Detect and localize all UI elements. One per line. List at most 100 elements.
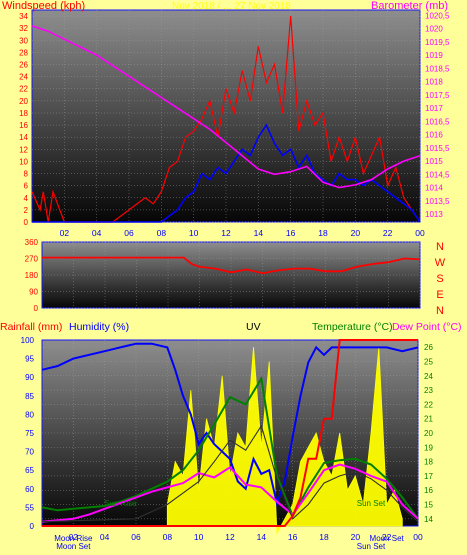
direction-gridlines [42,241,421,309]
series-line-apparent [41,424,419,523]
windspeed-tick-label: 12 [19,145,28,154]
windspeed-tick-label: 18 [19,109,28,118]
windspeed-tick-label: 34 [19,12,28,21]
windspeed-tick-label: 22 [19,85,28,94]
compass-label: N [436,241,444,253]
windspeed-tick-label: 24 [19,73,28,82]
time-tick-label: 08 [157,228,167,238]
page-title: Nov 2018 / ... 27 Nov 2018 [172,1,291,12]
temperature-tick-label: 22 [424,400,433,409]
direction-tick-label: 270 [25,255,39,264]
time-tick-label: 14 [254,228,264,238]
wind-tick-labels: 024681012141618202224262830323410131013,… [19,11,450,238]
time-tick-label: 12 [225,532,235,542]
time-tick-label: 14 [257,532,267,542]
time-tick-label: 02 [60,228,70,238]
windspeed-tick-label: 14 [19,133,28,142]
barometer-tick-label: 1014 [425,184,443,193]
barometer-tick-label: 1013,5 [425,197,450,206]
wind-gridlines [32,10,421,223]
temperature-tick-label: 20 [424,429,433,438]
humidity-tick-label: 80 [25,410,34,419]
time-tick-label: 20 [351,228,361,238]
time-tick-label: 22 [383,228,393,238]
temperature-tick-label: 26 [424,343,433,352]
series-line-humidity [41,342,419,508]
time-tick-label: 20 [351,532,361,542]
series-line-dew-point [41,463,419,523]
barometer-tick-label: 1015 [425,157,443,166]
windspeed-tick-label: 0 [24,218,29,227]
compass-label: E [436,289,443,301]
humidity-tick-label: 65 [25,466,34,475]
temperature-tick-label: 18 [424,458,433,467]
barometer-tick-label: 1015,5 [425,144,450,153]
compass-label: W [435,257,446,269]
barometer-tick-label: 1020 [425,25,443,34]
windspeed-tick-label: 8 [24,170,29,179]
compass-label: N [436,305,444,317]
windspeed-tick-label: 30 [19,36,28,45]
windspeed-tick-label: 6 [24,182,29,191]
temperature-tick-label: 23 [424,386,433,395]
temperature-tick-label: 21 [424,415,433,424]
temperature-tick-label: 19 [424,443,433,452]
temperature-axis-label: Temperature (°C) [312,321,393,333]
barometer-tick-label: 1016 [425,131,443,140]
time-tick-label: 06 [124,228,134,238]
compass-label: S [436,273,443,285]
series-line-temperature [41,375,419,520]
time-tick-label: 18 [318,228,328,238]
humidity-tick-label: 60 [25,485,34,494]
uv-axis-label: UV [246,321,261,333]
humidity-tick-label: 95 [25,355,34,364]
temp-tick-labels: 14 15 16 17 18 19 20 21 22 23 24 25 26 0 55 60 65 70 75 80 8… [21,336,434,542]
annotation-label: Sun Rise [104,499,137,508]
barometer-tick-label: 1014,5 [425,170,450,179]
humidity-tick-label: 100 [21,336,35,345]
annotation-label: Sun Set [357,499,386,508]
barometer-tick-label: 1018 [425,78,443,87]
windspeed-tick-label: 26 [19,61,28,70]
annotation-label: Moon Set [370,534,405,543]
humidity-tick-label: 70 [25,448,34,457]
temp-series [41,339,419,535]
temperature-tick-label: 14 [424,515,433,524]
temperature-tick-label: 24 [424,372,433,381]
time-tick-label: 10 [189,228,199,238]
humidity-tick-label: 85 [25,392,34,401]
humidity-axis-label: Humidity (%) [69,321,129,333]
barometer-tick-label: 1017 [425,104,443,113]
windspeed-tick-label: 4 [24,194,29,203]
temperature-tick-label: 15 [424,501,433,510]
direction-tick-label: 360 [25,238,39,247]
direction-tick-label: 0 [34,304,39,313]
windspeed-tick-label: 2 [24,206,29,215]
windspeed-tick-label: 10 [19,157,28,166]
direction-series [42,256,421,275]
windspeed-tick-label: 32 [19,24,28,33]
direction-series-line [42,256,421,275]
windspeed-axis-label: Windspeed (kph) [2,0,85,12]
time-tick-label: 00 [415,228,425,238]
barometer-tick-label: 1020,5 [425,11,450,20]
wind-series [31,16,421,223]
time-tick-label: 22 [382,532,392,542]
time-tick-label: 12 [221,228,231,238]
humidity-tick-label: 90 [25,373,34,382]
time-tick-label: 06 [131,532,141,542]
barometer-tick-label: 1013 [425,210,443,219]
time-tick-label: 00 [413,532,423,542]
temperature-tick-label: 25 [424,357,433,366]
windspeed-tick-label: 16 [19,121,28,130]
temperature-tick-label: 17 [424,472,433,481]
annotation-label: Sun Set [357,542,386,551]
dewpoint-axis-label: Dew Point (°C) [392,321,462,333]
rainfall-axis-label: Rainfall (mm) [0,321,62,333]
barometer-tick-label: 1018,5 [425,64,450,73]
time-tick-label: 18 [319,532,329,542]
humidity-tick-label: 0 [30,522,35,531]
